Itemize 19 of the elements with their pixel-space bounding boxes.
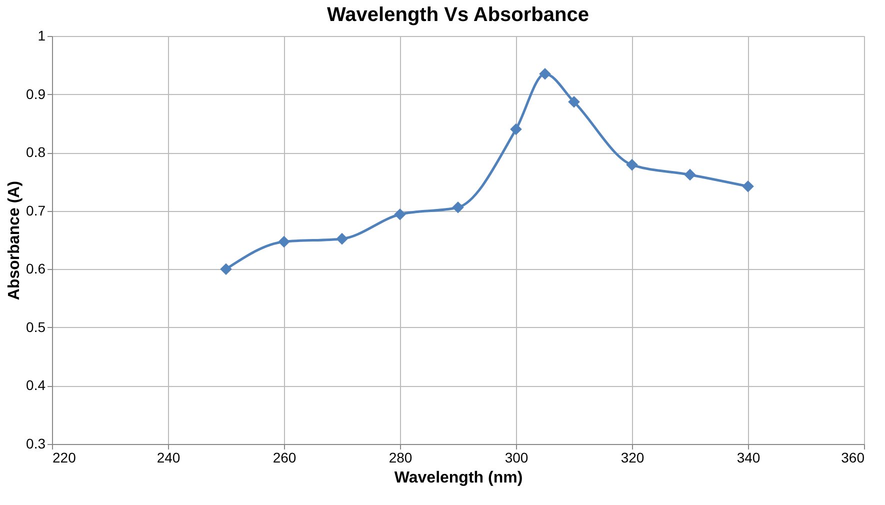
y-tick-label: 1 (38, 28, 46, 44)
y-tick-label: 0.3 (26, 436, 46, 452)
y-tick-label: 0.9 (26, 86, 46, 102)
x-tick-label: 220 (52, 450, 76, 466)
x-tick-label: 300 (504, 450, 528, 466)
y-tick-label: 0.5 (26, 318, 46, 335)
y-tick-label: 0.4 (26, 377, 46, 394)
y-axis-title: Absorbance (A) (6, 180, 24, 300)
y-tick-label: 0.8 (26, 144, 46, 160)
x-tick-label: 280 (388, 450, 412, 466)
x-tick-label: 320 (620, 450, 644, 466)
y-tick-label: 0.7 (26, 202, 46, 218)
x-axis-title: Wavelength (nm) (394, 470, 523, 486)
x-tick-label: 240 (156, 450, 180, 466)
y-tick-label: 0.6 (26, 260, 46, 277)
chart-title: Wavelength Vs Absorbance (327, 4, 589, 26)
x-tick-label: 360 (841, 450, 865, 466)
x-tick-label: 340 (736, 450, 760, 466)
x-tick-label: 260 (272, 450, 296, 466)
